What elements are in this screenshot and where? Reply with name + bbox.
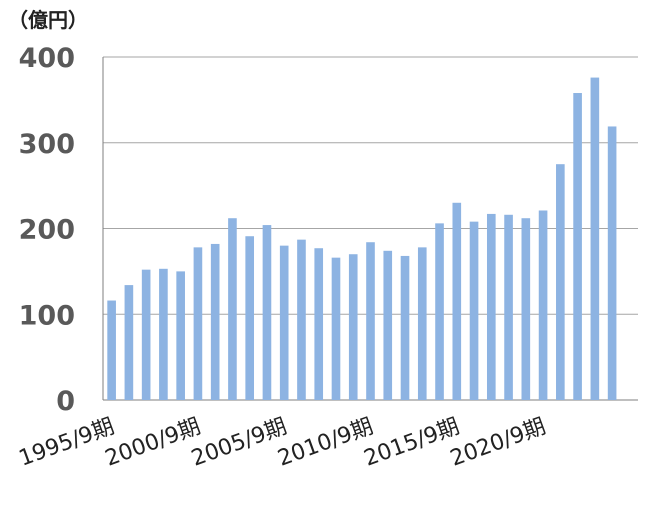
bar: [228, 218, 237, 400]
bar: [521, 218, 531, 400]
bar: [469, 221, 479, 400]
bar: [193, 247, 203, 400]
x-tick-label: 2015/9期: [361, 414, 463, 471]
bar: [452, 202, 462, 400]
bar: [607, 126, 617, 401]
bar: [210, 243, 220, 400]
x-tick-label: 2000/9期: [102, 414, 204, 471]
bar: [176, 271, 185, 400]
y-tick-label: 200: [19, 215, 75, 246]
y-unit-label: （億円）: [8, 8, 88, 32]
bar: [417, 247, 427, 400]
bar: [573, 93, 582, 400]
x-tick-label: 2020/9期: [447, 414, 549, 471]
bar: [366, 242, 375, 400]
y-tick-label: 400: [19, 43, 75, 74]
bar: [124, 285, 134, 400]
bar: [141, 269, 151, 400]
bar: [435, 223, 444, 400]
bar: [159, 268, 168, 400]
bar: [279, 245, 289, 400]
y-tick-label: 300: [19, 129, 75, 160]
bar: [245, 236, 255, 400]
bar: [538, 210, 548, 400]
bar: [556, 164, 565, 400]
bar: [297, 239, 306, 400]
bar: [348, 254, 358, 400]
bar: [590, 77, 600, 400]
x-tick-label: 1995/9期: [16, 414, 118, 471]
bar: [383, 250, 393, 400]
y-tick-label: 100: [19, 300, 75, 331]
bar: [400, 255, 410, 400]
bar: [486, 213, 496, 400]
bar: [331, 257, 341, 400]
bar: [107, 300, 116, 400]
bar: [262, 225, 272, 400]
bar: [504, 214, 513, 400]
x-tick-label: 2010/9期: [275, 414, 377, 471]
bar: [314, 248, 324, 400]
y-tick-label: 0: [56, 386, 75, 417]
x-tick-label: 2005/9期: [188, 414, 290, 471]
